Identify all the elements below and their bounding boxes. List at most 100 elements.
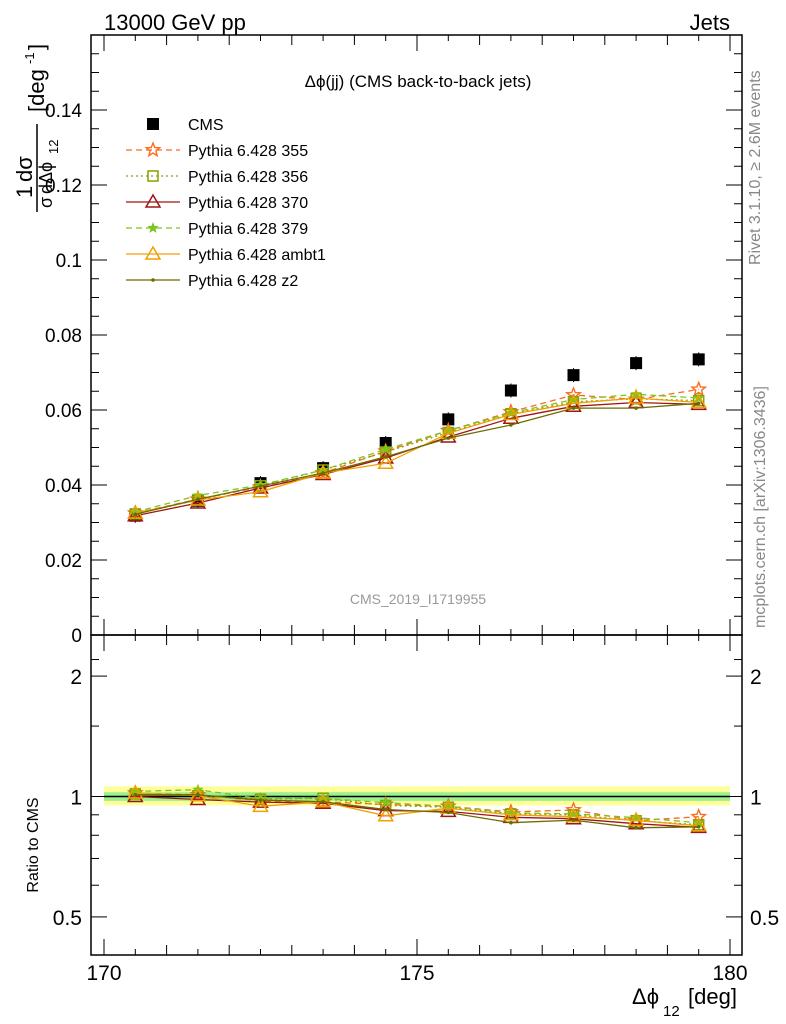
data-point xyxy=(693,392,705,403)
data-point xyxy=(380,443,392,455)
ratio-point xyxy=(129,785,141,797)
data-point xyxy=(571,406,576,410)
data-point xyxy=(442,424,454,436)
legend-marker xyxy=(144,141,162,158)
header-right: Jets xyxy=(690,10,730,35)
data-point xyxy=(133,512,138,517)
series-5 xyxy=(126,389,708,519)
series-3 xyxy=(126,394,708,522)
ratio-point xyxy=(627,811,645,827)
data-point xyxy=(258,484,263,488)
series-line xyxy=(135,397,699,514)
ratio-y-tick-label: 1 xyxy=(70,787,82,810)
legend-entry: CMS xyxy=(147,117,224,134)
x-tick-label: 175 xyxy=(399,962,434,985)
ratio-point xyxy=(446,810,451,815)
y-tick-label: 0.08 xyxy=(45,326,82,347)
ratio-point xyxy=(258,798,263,802)
legend-label: Pythia 6.428 379 xyxy=(188,221,308,238)
data-point xyxy=(692,353,705,366)
series-2 xyxy=(129,393,705,520)
series-line xyxy=(135,393,699,513)
ratio-line xyxy=(135,792,699,827)
svg-text:dΔϕ: dΔϕ xyxy=(36,162,56,194)
legend-marker xyxy=(144,245,162,260)
ratio-point xyxy=(380,796,392,808)
x-tick-label: 180 xyxy=(712,962,747,985)
series-line xyxy=(135,401,699,517)
svg-text:]: ] xyxy=(24,44,49,50)
legend-entry: Pythia 6.428 379 xyxy=(126,221,308,238)
ratio-y-tick-label-right: 1 xyxy=(750,787,762,810)
data-point xyxy=(252,483,269,498)
data-point xyxy=(630,357,643,370)
legend-label: Pythia 6.428 z2 xyxy=(188,273,298,290)
data-point xyxy=(634,406,638,410)
legend: CMS Pythia 6.428 355 Pythia 6.428 356 Pythi… xyxy=(126,117,326,290)
side-label-mcplots: mcplots.cern.ch [arXiv:1306.3436] xyxy=(752,386,769,628)
legend-marker xyxy=(147,118,159,130)
ratio-series-5 xyxy=(133,792,701,830)
x-tick-label: 170 xyxy=(86,962,121,985)
y-tick-label: 0.06 xyxy=(45,401,82,422)
ratio-line xyxy=(135,793,699,826)
data-point xyxy=(690,394,708,409)
data-point xyxy=(502,406,520,421)
ratio-y-tick-label: 2 xyxy=(70,666,82,689)
data-point xyxy=(196,497,200,502)
ratio-point xyxy=(189,790,207,806)
ratio-point xyxy=(196,792,200,797)
legend-marker xyxy=(147,170,159,182)
data-point xyxy=(126,504,144,519)
svg-text:σ: σ xyxy=(36,197,56,208)
y-tick-label: 0.04 xyxy=(45,476,82,497)
data-point xyxy=(627,389,645,404)
ratio-point xyxy=(126,784,144,799)
chart-title: Δϕ(jj) (CMS back-to-back jets) xyxy=(305,72,532,91)
y-tick-label: 0 xyxy=(71,626,82,647)
legend-label: Pythia 6.428 356 xyxy=(188,169,308,186)
svg-text:1: 1 xyxy=(12,186,37,198)
ratio-line xyxy=(135,789,699,824)
legend-marker xyxy=(147,222,159,233)
y-tick-label: 0.1 xyxy=(56,251,82,272)
ratio-point xyxy=(439,802,457,818)
ratio-y-label: Ratio to CMS xyxy=(25,797,42,892)
data-point xyxy=(509,423,513,427)
svg-text:-1: -1 xyxy=(22,52,37,64)
ratio-point xyxy=(252,797,269,813)
data-point xyxy=(383,455,388,459)
ratio-point xyxy=(696,824,701,829)
svg-text:[deg: [deg xyxy=(24,69,49,112)
ratio-point xyxy=(377,807,395,822)
analysis-watermark: CMS_2019_I1719955 xyxy=(350,591,486,607)
legend-marker xyxy=(151,278,155,282)
ratio-point xyxy=(634,826,638,830)
ratio-point xyxy=(630,811,642,823)
svg-text:dσ: dσ xyxy=(12,156,37,182)
data-point xyxy=(317,464,329,475)
data-point xyxy=(129,506,141,517)
data-point xyxy=(189,494,207,509)
data-point xyxy=(321,471,325,475)
ratio-point xyxy=(502,806,520,821)
ratio-y-tick-label-right: 2 xyxy=(750,666,762,689)
y-tick-label: 0.12 xyxy=(45,176,82,197)
data-point xyxy=(377,454,395,469)
legend-label: Pythia 6.428 355 xyxy=(188,143,308,160)
data-point xyxy=(446,436,451,440)
data-point xyxy=(505,407,517,418)
series-4 xyxy=(129,388,705,517)
legend-label: Pythia 6.428 ambt1 xyxy=(188,247,326,264)
svg-text:[deg]: [deg] xyxy=(688,984,737,1009)
y-axis-label: 1 σ dσ dΔϕ 12 [deg -1 ] xyxy=(12,44,61,212)
data-point xyxy=(567,369,580,382)
ratio-point xyxy=(442,800,454,812)
legend-entry: Pythia 6.428 355 xyxy=(126,141,308,160)
y-tick-label: 0.02 xyxy=(45,551,82,572)
data-point xyxy=(192,489,204,501)
ratio-line xyxy=(135,794,699,829)
legend-entry: Pythia 6.428 370 xyxy=(126,193,308,212)
legend-marker xyxy=(144,193,162,208)
